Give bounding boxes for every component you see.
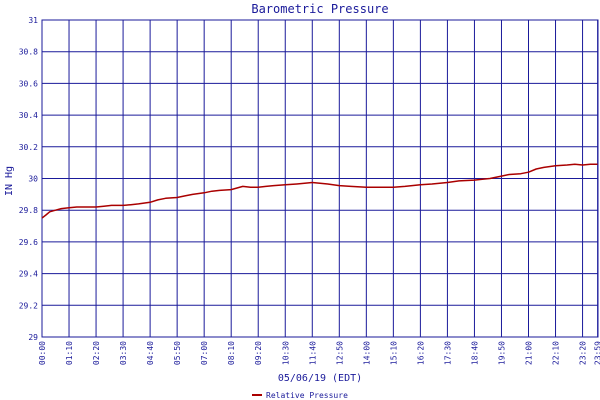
y-tick-label: 30.6 — [19, 79, 38, 88]
x-tick-label: 03:30 — [119, 341, 128, 365]
x-tick-label: 04:40 — [146, 341, 155, 365]
plot-frame — [41, 19, 599, 338]
y-tick-label: 31 — [28, 16, 38, 25]
chart-title: Barometric Pressure — [251, 2, 388, 16]
x-tick-label: 15:10 — [389, 341, 398, 365]
x-tick-label: 19:50 — [497, 341, 506, 365]
x-tick-label: 10:30 — [281, 341, 290, 365]
x-tick-label: 14:00 — [362, 341, 371, 365]
x-tick-label: 05:50 — [173, 341, 182, 365]
x-tick-label: 12:50 — [335, 341, 344, 365]
x-tick-label: 18:40 — [470, 341, 479, 365]
y-tick-label: 29.6 — [19, 238, 38, 247]
series-line-relative-pressure — [41, 163, 598, 219]
y-tick-label: 30.8 — [19, 48, 38, 57]
horizontal-gridlines — [42, 19, 598, 338]
y-tick-label: 29.2 — [19, 301, 38, 310]
y-tick-label: 30 — [28, 175, 38, 184]
legend: Relative Pressure — [252, 391, 348, 400]
x-tick-label: 23:59 — [594, 341, 600, 365]
y-tick-label: 29 — [28, 333, 38, 342]
x-tick-label: 02:20 — [92, 341, 101, 365]
x-tick-label: 11:40 — [308, 341, 317, 365]
y-tick-label: 30.4 — [19, 111, 38, 120]
x-tick-label: 23:20 — [579, 341, 588, 365]
x-tick-label: 00:00 — [38, 341, 47, 365]
x-tick-label: 01:10 — [65, 341, 74, 365]
x-tick-label: 17:30 — [443, 341, 452, 365]
legend-label: Relative Pressure — [266, 391, 348, 400]
x-tick-labels: 00:00 01:10 02:20 03:30 04:40 05:50 07:00 08:10… — [38, 341, 600, 365]
y-tick-labels: 29 29.2 29.4 29.6 29.8 30 30.2 30.4 30.6 30.8 31 — [19, 16, 38, 342]
series-group — [41, 163, 598, 219]
y-tick-label: 29.8 — [19, 206, 38, 215]
y-axis-label: IN Hg — [4, 166, 15, 196]
x-tick-label: 07:00 — [200, 341, 209, 365]
x-tick-label: 08:10 — [227, 341, 236, 365]
y-tick-label: 30.2 — [19, 143, 38, 152]
x-tick-label: 21:00 — [525, 341, 534, 365]
x-axis-label: 05/06/19 (EDT) — [278, 373, 362, 384]
y-tick-label: 29.4 — [19, 270, 38, 279]
x-tick-label: 16:20 — [416, 341, 425, 365]
x-tick-label: 22:10 — [552, 341, 561, 365]
x-tick-label: 09:20 — [254, 341, 263, 365]
